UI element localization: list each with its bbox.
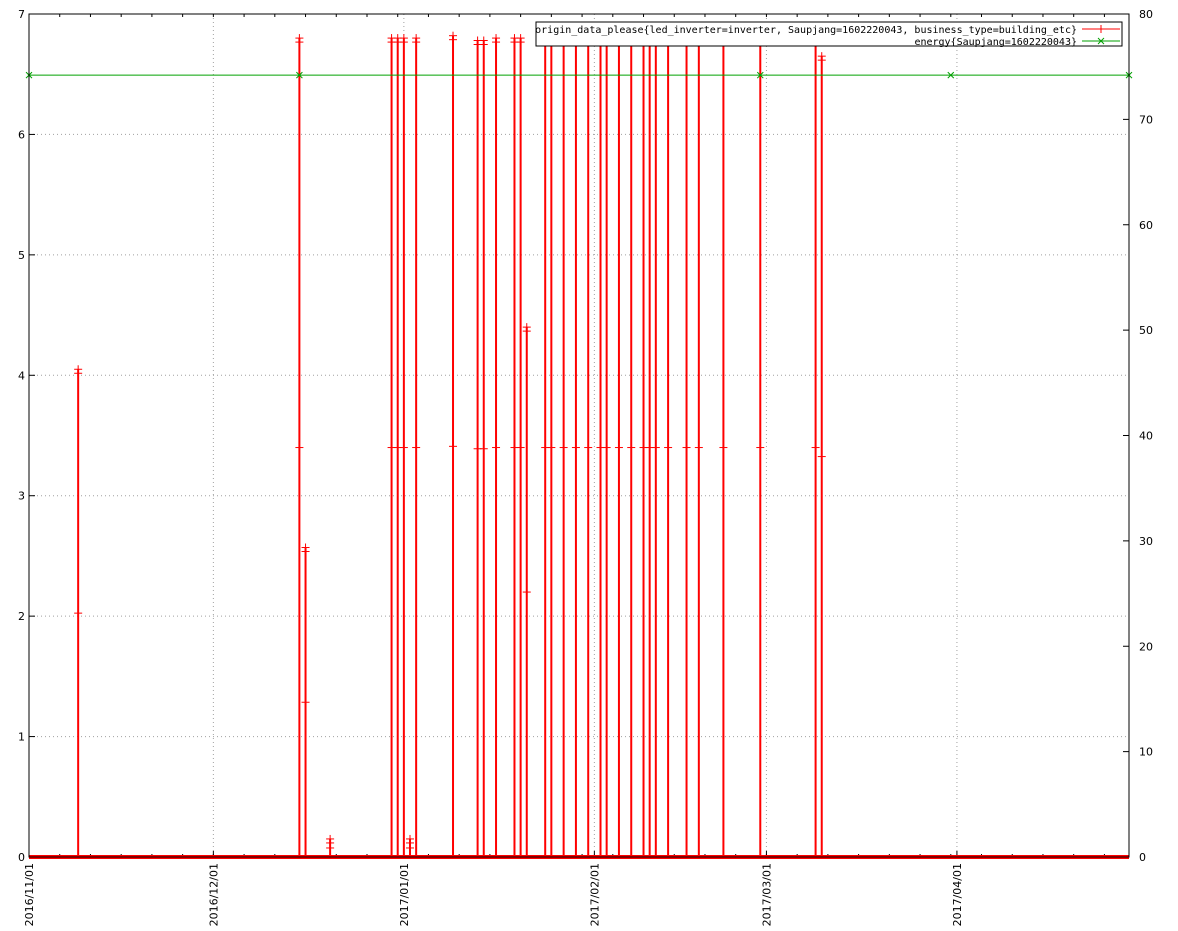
y-axis-ticks: 0 1 2 3 4 5 6 7	[18, 8, 35, 864]
y-tick-label: 5	[18, 249, 25, 262]
spike-marker-mid	[547, 443, 556, 452]
plot-frame	[28, 13, 1130, 858]
y-tick-label: 0	[18, 851, 25, 864]
legend-label-origin-data: origin_data_please{led_inverter=inverter…	[535, 25, 1077, 36]
spike-marker-mid	[479, 444, 488, 453]
y2-tick-label: 80	[1139, 8, 1153, 21]
spike-marker-mid	[522, 588, 531, 597]
x-tick-label: 2016/12/01	[207, 863, 220, 926]
series-origin-data	[29, 31, 1129, 859]
series-point	[947, 71, 955, 79]
spike-marker-mid	[301, 698, 310, 707]
legend-swatch-marker	[1097, 25, 1105, 33]
spike-marker-top-2	[492, 38, 501, 47]
legend-box	[535, 21, 1123, 47]
spike-marker-mid	[326, 843, 335, 852]
x-axis-ticks: 2016/11/01 2016/12/01 2017/01/01 2017/02/01…	[23, 14, 1105, 926]
y2-tick-label: 70	[1139, 113, 1153, 126]
spike-marker-mid	[559, 443, 568, 452]
x-tick-label: 2017/02/01	[588, 863, 601, 926]
y2-tick-label: 60	[1139, 219, 1153, 232]
y2-tick-label: 50	[1139, 324, 1153, 337]
x-tick-label: 2016/11/01	[23, 863, 36, 926]
spike-marker-mid	[811, 443, 820, 452]
x-tick-label: 2017/04/01	[951, 863, 964, 926]
spike-marker-mid	[584, 443, 593, 452]
x-tick-label: 2017/01/01	[398, 863, 411, 926]
y2-tick-label: 10	[1139, 746, 1153, 759]
spike-marker-mid	[412, 443, 421, 452]
y-tick-label: 2	[18, 610, 25, 623]
y2-tick-label: 40	[1139, 430, 1153, 443]
spike-marker-top-2	[412, 38, 421, 47]
y2-axis-ticks: 0 10 20 30 40 50 60 70 80	[1123, 8, 1153, 864]
y-tick-label: 7	[18, 8, 25, 21]
legend-swatch-energy	[1082, 37, 1120, 45]
spike-marker-top-2	[295, 38, 304, 47]
y2-tick-label: 30	[1139, 535, 1153, 548]
x-tick-label: 2017/03/01	[760, 863, 773, 926]
spike-marker-mid	[492, 443, 501, 452]
spike-marker-mid	[571, 443, 580, 452]
spike-marker-mid	[756, 443, 765, 452]
y2-tick-label: 20	[1139, 640, 1153, 653]
legend-swatch-marker	[1097, 37, 1105, 45]
y2-tick-label: 0	[1139, 851, 1146, 864]
spike-marker-top-2	[522, 327, 531, 336]
marker-d2	[1097, 37, 1105, 45]
spike-marker-mid	[817, 452, 826, 461]
y-tick-label: 6	[18, 128, 25, 141]
spike-marker-top-2	[301, 547, 310, 556]
spike-marker-top-2	[399, 38, 408, 47]
spike-marker-mid	[516, 443, 525, 452]
spike-marker-top-2	[516, 38, 525, 47]
marker-d2	[756, 71, 764, 79]
spike-marker-top-2	[479, 40, 488, 49]
series-point	[756, 71, 764, 79]
spike-marker-mid	[406, 843, 415, 852]
spike-marker-mid	[651, 443, 660, 452]
series-energy	[25, 71, 1133, 79]
spike-marker-mid	[74, 609, 83, 618]
spike-marker-mid	[449, 442, 458, 451]
legend: origin_data_please{led_inverter=inverter…	[535, 21, 1123, 48]
spike-marker-mid	[614, 443, 623, 452]
spike-marker-mid	[694, 443, 703, 452]
marker-d2	[296, 71, 303, 79]
spike-marker-mid	[719, 443, 728, 452]
spike-marker-mid	[295, 443, 304, 452]
spike-marker-mid	[399, 443, 408, 452]
legend-label-energy: energy{Saupjang=1602220043}	[914, 37, 1077, 48]
spike-marker-top-2	[449, 35, 458, 44]
spike-marker-mid	[682, 443, 691, 452]
y-tick-label: 1	[18, 731, 25, 744]
spike-marker-mid	[664, 443, 673, 452]
legend-swatch-origin-data	[1082, 25, 1120, 33]
grid	[29, 14, 1129, 857]
y-tick-label: 3	[18, 490, 25, 503]
spike-marker-top-2	[74, 369, 83, 378]
y-tick-label: 4	[18, 369, 25, 382]
spike-marker-mid	[627, 443, 636, 452]
spike-marker-mid	[602, 443, 611, 452]
marker-d2	[947, 71, 955, 79]
spike-marker-top-2	[817, 56, 826, 65]
series-point	[296, 71, 303, 79]
